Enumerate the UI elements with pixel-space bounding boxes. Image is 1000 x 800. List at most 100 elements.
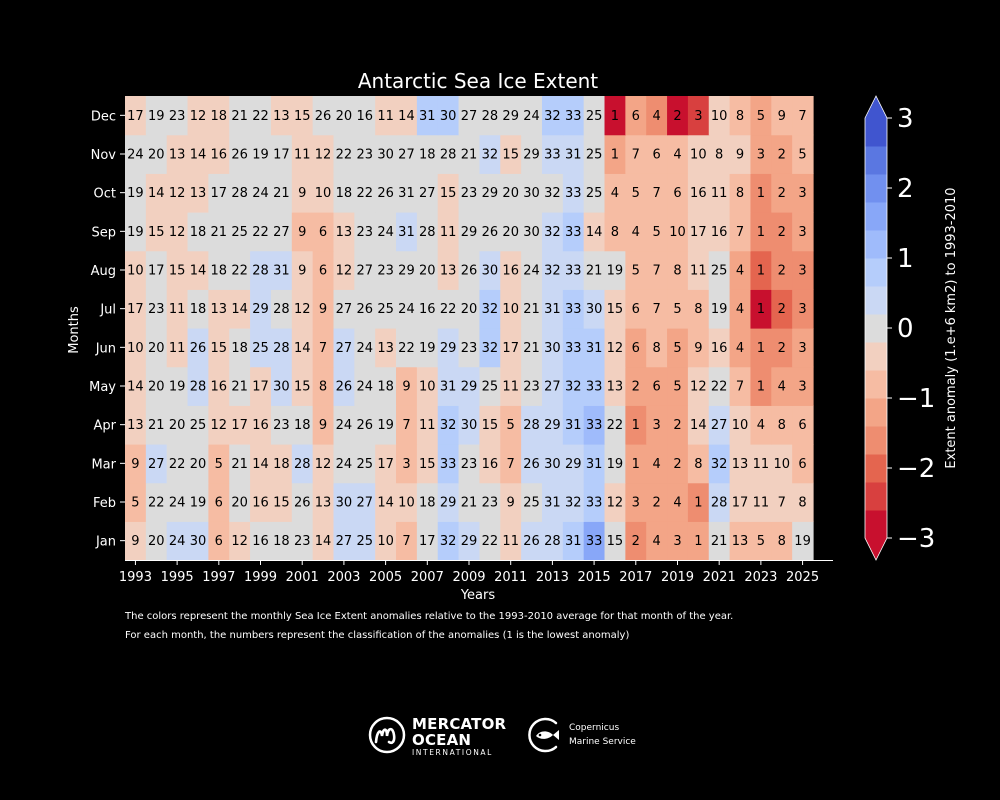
heatmap-rank-label: 15 (273, 496, 290, 511)
heatmap-cell-Apr-2018 (646, 405, 668, 445)
heatmap-cell-Apr-2009 (458, 405, 481, 445)
heatmap-cell-May-2000 (270, 366, 293, 406)
heatmap-rank-label: 33 (565, 109, 582, 124)
colorbar-tick-label: −2 (897, 454, 935, 484)
heatmap-cell-Apr-2023 (750, 405, 772, 445)
heatmap-rank-label: 8 (694, 457, 702, 472)
heatmap-cell-Sep-1995 (166, 212, 189, 252)
colorbar-segment (865, 258, 887, 287)
heatmap-rank-label: 26 (356, 418, 373, 433)
heatmap-rank-label: 2 (778, 225, 786, 240)
heatmap-cell-Mar-2008 (437, 444, 460, 484)
heatmap-rank-label: 26 (356, 302, 373, 317)
heatmap-rank-label: 7 (507, 457, 515, 472)
heatmap-cell-Oct-2025 (792, 173, 814, 213)
heatmap-cell-Aug-2020 (687, 250, 710, 290)
heatmap-cell-Jan-2019 (667, 521, 689, 561)
heatmap-cell-Aug-2012 (521, 250, 543, 290)
heatmap-rank-label: 9 (298, 186, 306, 201)
heatmap-rank-label: 28 (294, 457, 311, 472)
heatmap-cell-Feb-1993 (125, 482, 147, 522)
heatmap-cell-Sep-2006 (396, 212, 418, 252)
colorbar-segment (865, 342, 887, 371)
x-tick-label: 2003 (327, 570, 360, 585)
heatmap-rank-label: 27 (336, 302, 353, 317)
heatmap-rank-label: 2 (778, 341, 786, 356)
heatmap-cell-Aug-1999 (250, 250, 272, 290)
heatmap-rank-label: 2 (632, 380, 640, 395)
heatmap-cell-Oct-2006 (396, 173, 418, 213)
heatmap-cell-May-1994 (145, 366, 168, 406)
heatmap-rank-label: 30 (523, 225, 540, 240)
heatmap-cell-Feb-2024 (771, 482, 793, 522)
heatmap-cell-Jun-2010 (479, 328, 501, 368)
heatmap-rank-label: 4 (673, 496, 681, 511)
heatmap-rank-label: 21 (231, 457, 248, 472)
heatmap-rank-label: 26 (482, 225, 499, 240)
x-tick-label: 2025 (786, 570, 819, 585)
heatmap-rank-label: 32 (440, 534, 457, 549)
heatmap-cell-May-2014 (562, 366, 585, 406)
heatmap-rank-label: 24 (523, 109, 540, 124)
heatmap-cell-Aug-2007 (416, 250, 439, 290)
heatmap-rank-label: 21 (231, 380, 248, 395)
heatmap-rank-label: 9 (736, 148, 744, 163)
heatmap-cell-Nov-2013 (541, 134, 564, 174)
heatmap-rank-label: 27 (711, 418, 728, 433)
heatmap-cell-Jan-2005 (375, 521, 397, 561)
heatmap-cell-Oct-2009 (458, 173, 481, 213)
heatmap-rank-label: 17 (690, 225, 707, 240)
heatmap-rank-label: 29 (461, 380, 478, 395)
y-tick-label: Jul (99, 303, 116, 318)
heatmap-rank-label: 4 (673, 148, 681, 163)
heatmap-cell-Aug-2025 (792, 250, 814, 290)
heatmap-rank-label: 12 (690, 380, 707, 395)
heatmap-cell-Jan-2025 (792, 521, 814, 561)
colorbar-segment (865, 370, 887, 399)
heatmap-cell-Apr-1999 (250, 405, 272, 445)
heatmap-cell-May-2004 (354, 366, 376, 406)
heatmap-cell-May-1997 (208, 366, 230, 406)
heatmap-rank-label: 25 (377, 302, 394, 317)
heatmap-cell-Mar-2010 (479, 444, 501, 484)
heatmap-rank-label: 21 (523, 341, 540, 356)
heatmap-cell-Oct-2019 (667, 173, 689, 213)
heatmap-rank-label: 11 (440, 225, 457, 240)
heatmap-rank-label: 20 (502, 186, 519, 201)
heatmap-rank-label: 16 (482, 457, 499, 472)
heatmap-cell-Feb-2023 (750, 482, 772, 522)
heatmap-cell-Jun-1994 (145, 328, 168, 368)
heatmap-cell-Feb-2020 (687, 482, 710, 522)
heatmap-rank-label: 8 (673, 264, 681, 279)
heatmap-cell-Oct-2010 (479, 173, 501, 213)
heatmap-cell-Jun-1996 (187, 328, 209, 368)
heatmap-cell-Aug-2003 (333, 250, 355, 290)
heatmap-rank-label: 15 (440, 186, 457, 201)
heatmap-rank-label: 24 (169, 534, 186, 549)
colorbar-segment (865, 510, 887, 539)
heatmap-cell-Oct-1996 (187, 173, 209, 213)
heatmap-cell-Oct-2016 (604, 173, 626, 213)
heatmap-cell-Jul-2006 (396, 289, 418, 329)
heatmap-rank-label: 2 (673, 418, 681, 433)
heatmap-cell-Jan-2006 (396, 521, 418, 561)
heatmap-rank-label: 14 (231, 302, 248, 317)
heatmap-rank-label: 12 (169, 186, 186, 201)
heatmap-cell-Nov-2023 (750, 134, 772, 174)
heatmap-rank-label: 12 (211, 418, 228, 433)
heatmap-rank-label: 14 (252, 457, 269, 472)
heatmap-rank-label: 29 (461, 225, 478, 240)
x-tick-label: 2019 (661, 570, 694, 585)
heatmap-rank-label: 23 (356, 225, 373, 240)
heatmap-rank-label: 32 (565, 496, 582, 511)
heatmap-cell-Aug-2024 (771, 250, 793, 290)
heatmap-cell-Jul-2024 (771, 289, 793, 329)
heatmap-rank-label: 17 (127, 109, 144, 124)
heatmap-rank-label: 9 (131, 534, 139, 549)
heatmap-cell-Jun-2000 (270, 328, 293, 368)
heatmap-cell-Sep-2004 (354, 212, 376, 252)
heatmap-rank-label: 3 (632, 496, 640, 511)
heatmap-rank-label: 17 (732, 496, 749, 511)
colorbar-segment (865, 426, 887, 455)
heatmap-rank-label: 9 (694, 341, 702, 356)
